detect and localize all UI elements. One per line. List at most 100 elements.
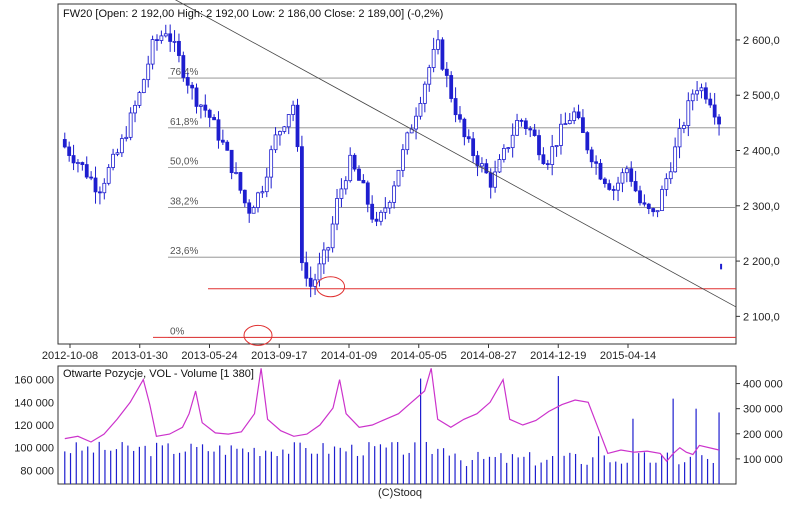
main-y-ticks: 2 100,0 2 200,0 2 300,0 2 400,0 2 500,0 2 600… <box>736 35 780 323</box>
candle-body-30 <box>194 87 199 107</box>
candle-body-112 <box>554 145 559 148</box>
volume-left-label-0: 160 000 <box>14 375 54 387</box>
candle-body-7 <box>93 177 98 193</box>
candle-body-149 <box>717 116 721 125</box>
candle-body-12 <box>115 152 120 155</box>
x-tick-label-2: 2013-05-24 <box>181 350 237 362</box>
candle-body-137 <box>664 178 669 190</box>
candle-body-68 <box>361 179 366 184</box>
candle-body-17 <box>137 92 142 106</box>
candle-body-50 <box>282 126 287 132</box>
candle-body-23 <box>163 33 168 37</box>
fib-label-4: 61,8% <box>170 117 198 128</box>
candle-body-51 <box>286 114 291 128</box>
candle-body-40 <box>238 172 243 191</box>
x-tick-label-1: 2013-01-30 <box>112 350 168 362</box>
candle-body-18 <box>141 79 146 94</box>
candle-body-13 <box>119 138 124 154</box>
candle-body-54 <box>299 146 304 264</box>
candle-body-141 <box>682 125 686 129</box>
candle-body-96 <box>484 163 489 174</box>
candle-body-117 <box>576 111 581 119</box>
candle-body-34 <box>212 117 216 121</box>
candle-body-108 <box>537 135 541 156</box>
candle-body-73 <box>383 207 388 213</box>
candle-body-103 <box>515 120 519 136</box>
candle-body-101 <box>506 147 511 150</box>
x-tick-label-5: 2014-05-05 <box>391 350 447 362</box>
volume-right-label-1: 300 000 <box>743 404 783 416</box>
candle-body-135 <box>655 210 660 213</box>
x-tick-label-0: 2012-10-08 <box>42 350 98 362</box>
candle-body-110 <box>545 163 550 166</box>
candle-body-9 <box>102 182 107 194</box>
candle-body-142 <box>686 100 691 126</box>
fib-label-3: 50,0% <box>170 157 198 168</box>
volume-right-ticks: 400 000 300 000 200 000 100 000 <box>736 379 783 466</box>
candle-body-65 <box>348 154 353 182</box>
candle-body-134 <box>651 208 656 213</box>
candle-body-47 <box>269 149 274 178</box>
candle-body-90 <box>458 114 462 120</box>
y-tick-label-0: 2 100,0 <box>743 311 780 323</box>
candle-body-107 <box>532 129 537 136</box>
candle-body-32 <box>203 104 208 111</box>
candle-body-143 <box>690 93 695 102</box>
candle-body-115 <box>567 120 572 125</box>
candle-body-72 <box>379 211 383 222</box>
candle-body-15 <box>128 112 133 138</box>
candle-body-21 <box>155 39 159 41</box>
candle-body-46 <box>264 176 269 193</box>
candle-body-81 <box>418 103 423 117</box>
candle-body-58 <box>317 263 322 281</box>
candle-body-64 <box>343 180 348 190</box>
candle-body-119 <box>585 132 590 151</box>
volume-plot-frame <box>57 365 737 485</box>
candle-body-113 <box>559 123 563 146</box>
candle-body-125 <box>611 189 616 191</box>
x-tick-label-6: 2014-08-27 <box>460 350 516 362</box>
candle-body-38 <box>229 149 234 174</box>
candle-body-71 <box>374 218 379 222</box>
candle-body-127 <box>620 172 625 184</box>
circle-markers <box>243 276 346 346</box>
x-tick-label-7: 2014-12-19 <box>530 350 586 362</box>
candle-body-131 <box>638 190 642 204</box>
candle-body-31 <box>199 104 203 107</box>
candle-body-147 <box>708 98 713 106</box>
candle-body-100 <box>501 147 506 160</box>
candle-body-104 <box>519 120 524 122</box>
candle-body-59 <box>321 249 326 265</box>
candle-body-35 <box>216 119 221 141</box>
candle-body-145 <box>699 87 704 92</box>
candle-body-133 <box>646 203 651 209</box>
candle-body-3 <box>76 162 80 164</box>
candle-body-140 <box>677 128 682 148</box>
candle-body-94 <box>475 155 480 167</box>
candle-body-41 <box>242 189 247 204</box>
candle-body-14 <box>124 136 129 139</box>
candle-body-98 <box>493 171 498 188</box>
candle-body-86 <box>440 39 445 70</box>
candle-body-52 <box>291 104 296 115</box>
y-tick-label-1: 2 200,0 <box>743 256 780 268</box>
candle-body-132 <box>642 202 647 205</box>
low-circle-0 <box>243 324 273 346</box>
candle-body-39 <box>234 172 238 174</box>
fib-label-0: 0% <box>170 326 185 337</box>
volume-left-ticks: 160 000 140 000 120 000 100 000 80 000 <box>14 375 54 478</box>
candles <box>62 24 723 298</box>
volume-bars <box>64 376 720 484</box>
candle-body-48 <box>273 134 278 151</box>
candle-body-78 <box>405 132 410 151</box>
candle-body-120 <box>589 149 594 163</box>
y-tick-label-3: 2 400,0 <box>743 146 780 158</box>
x-tick-label-8: 2015-04-14 <box>600 350 656 362</box>
volume-left-label-3: 100 000 <box>14 443 54 455</box>
candle-body-123 <box>602 178 607 185</box>
volume-right-label-0: 400 000 <box>743 379 783 391</box>
candle-body-70 <box>370 203 375 220</box>
x-tick-label-4: 2014-01-09 <box>321 350 377 362</box>
volume-left-label-1: 140 000 <box>14 397 54 409</box>
